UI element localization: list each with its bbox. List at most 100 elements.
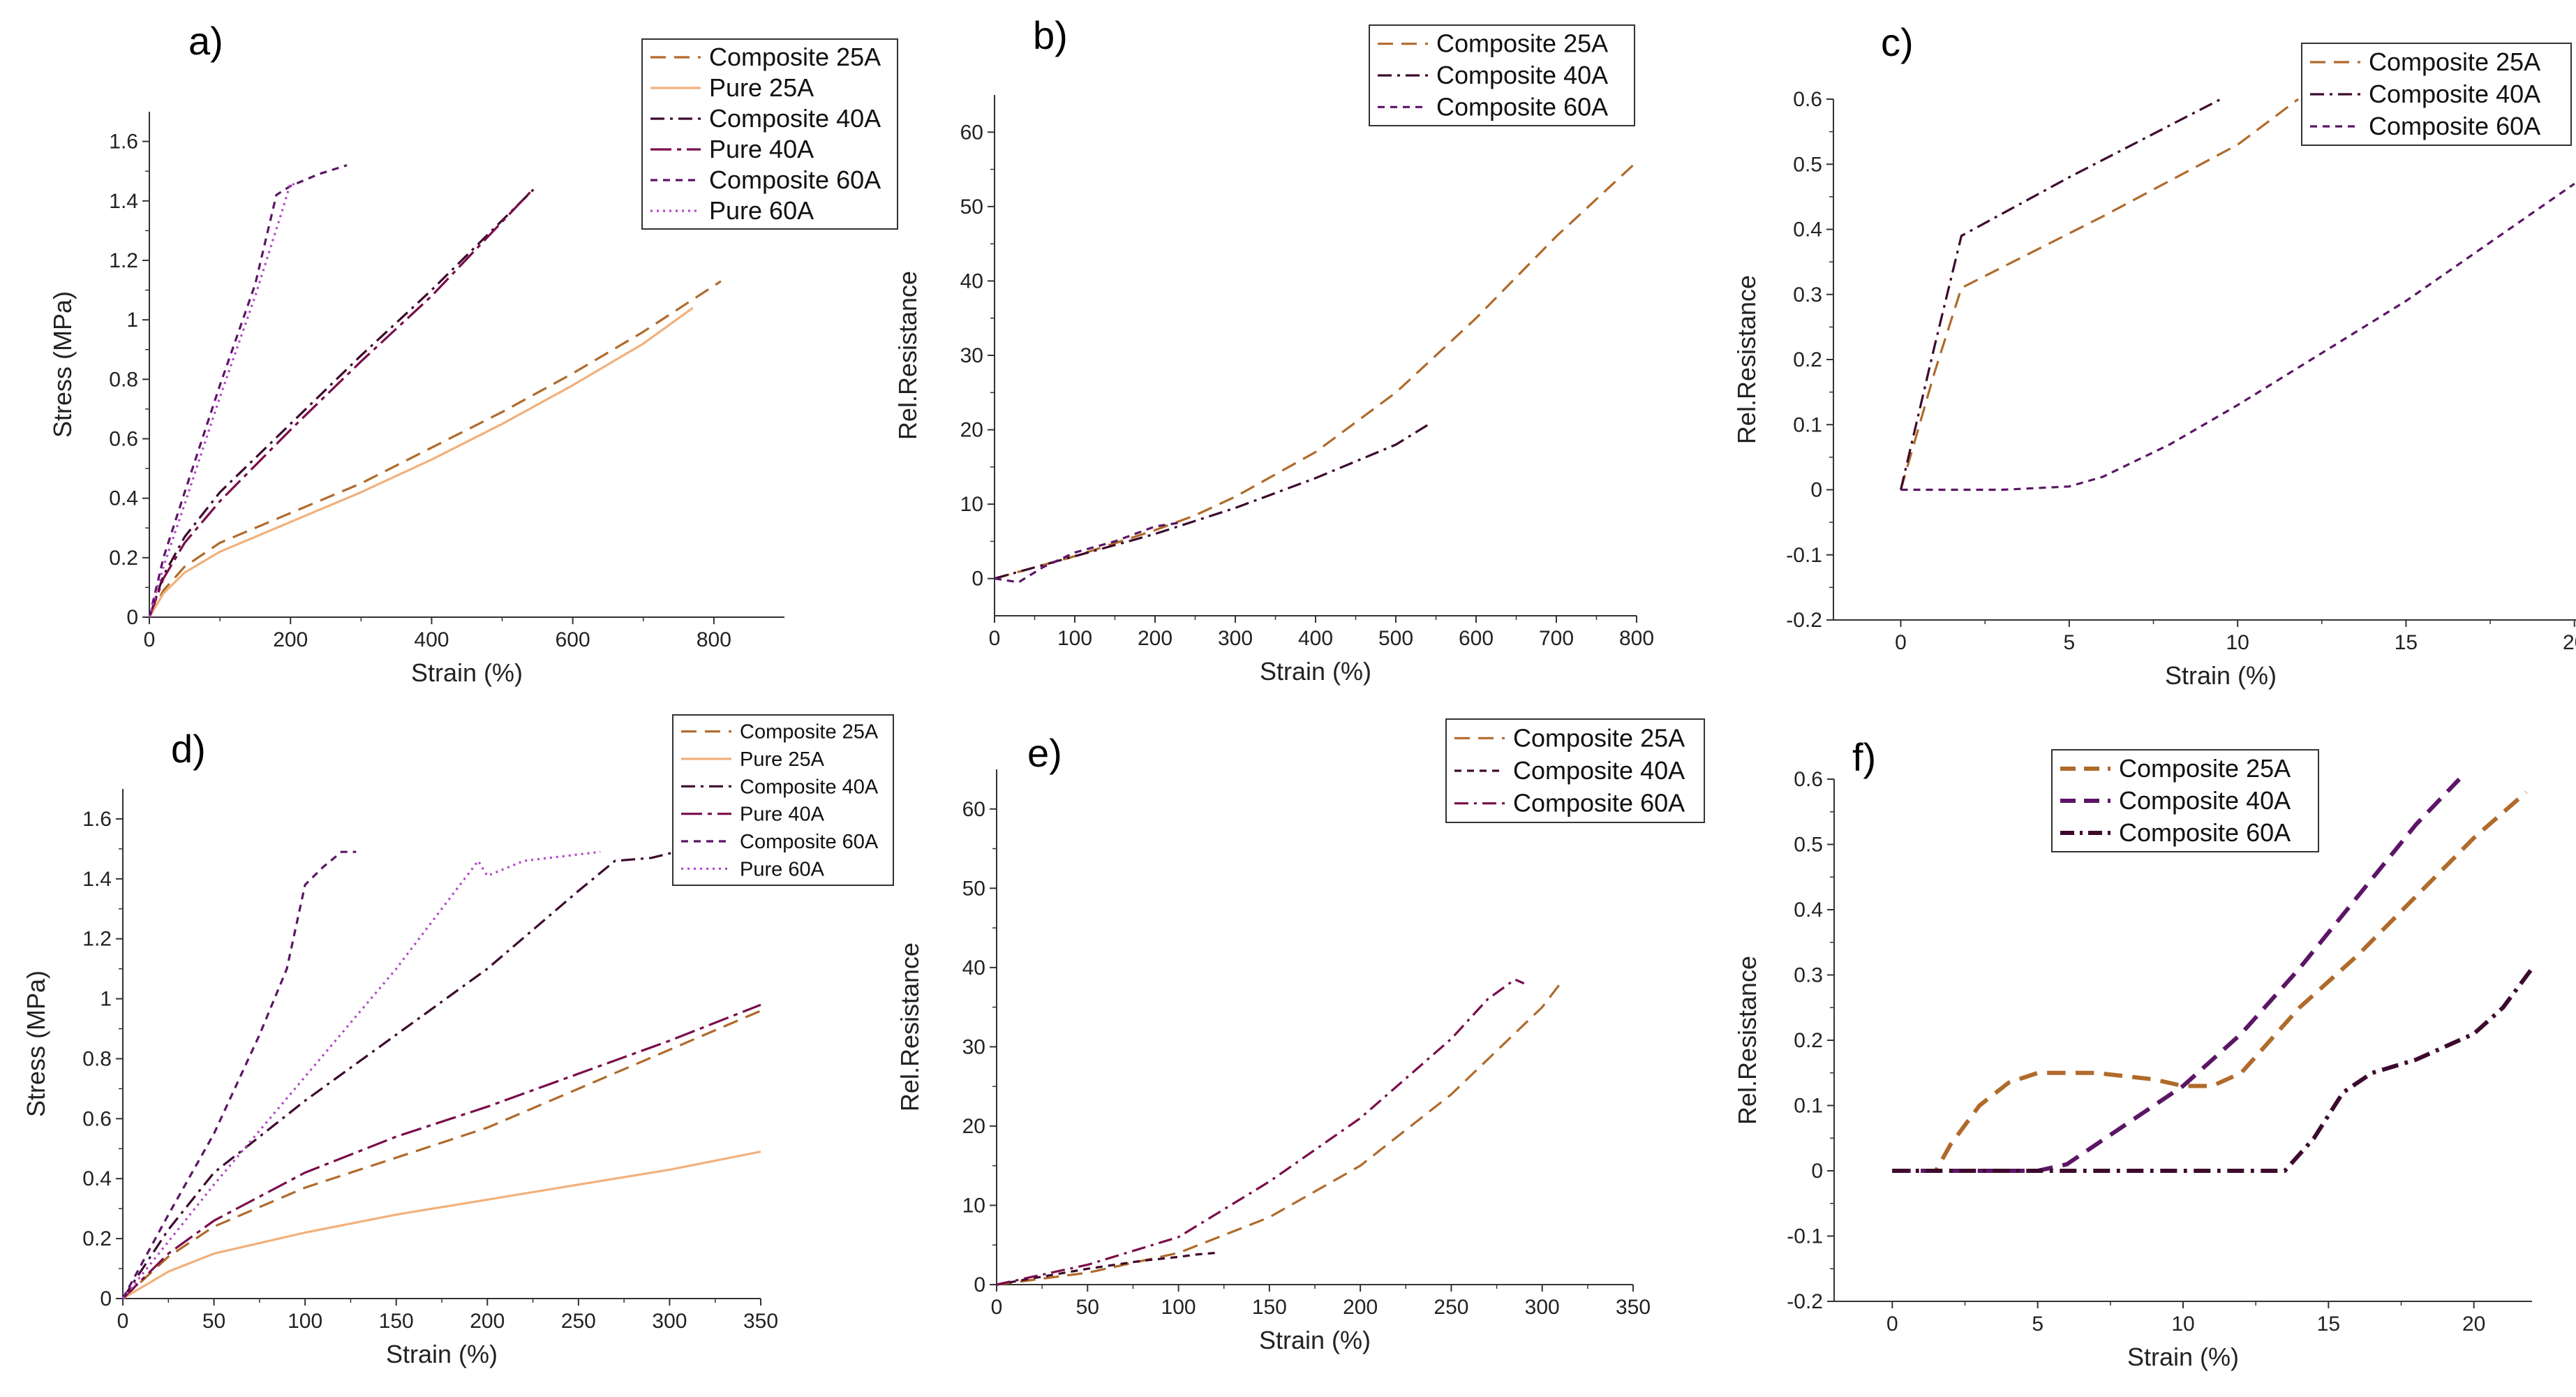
x-tick-label: 100 bbox=[1057, 627, 1092, 650]
y-axis-label: Rel.Resistance bbox=[895, 943, 924, 1111]
x-tick-label: 600 bbox=[556, 628, 590, 651]
y-tick-label: 20 bbox=[960, 419, 983, 442]
axes: 0 5 10 15 20 -0.2 -0.1 0 0.1 0.2 0.3 0.4 0.5 0.6 bbox=[1786, 88, 2576, 654]
y-tick-label: 0.2 bbox=[1794, 1029, 1823, 1052]
legend: Composite 25A Composite 40A Composite 60A bbox=[1369, 24, 1635, 126]
x-axis-label: Strain (%) bbox=[386, 1340, 498, 1368]
y-tick-label: 0 bbox=[1810, 479, 1822, 502]
y-tick-label: 0.8 bbox=[82, 1047, 112, 1070]
y-tick-label: 0.2 bbox=[109, 547, 138, 570]
x-tick-label: 0 bbox=[144, 628, 156, 651]
y-tick-label: 0.2 bbox=[82, 1227, 112, 1250]
series-line-pure-25a bbox=[148, 306, 694, 618]
series-line-composite-60a bbox=[121, 850, 357, 1299]
axes: 0 200 400 600 800 0 0.2 0.4 0.6 0.8 1 1.2 1.4 1.6 bbox=[109, 112, 784, 651]
x-tick-label: 200 bbox=[1343, 1296, 1378, 1319]
x-tick-label: 50 bbox=[202, 1310, 225, 1333]
y-axis-label: Rel.Resistance bbox=[893, 271, 922, 440]
legend-label: Pure 60A bbox=[740, 858, 825, 880]
y-tick-label: 0.6 bbox=[1794, 768, 1823, 791]
x-tick-label: 350 bbox=[1616, 1296, 1651, 1319]
x-tick-label: 150 bbox=[379, 1310, 414, 1333]
panel-label: b) bbox=[1033, 13, 1068, 57]
x-tick-label: 800 bbox=[697, 628, 731, 651]
x-tick-label: 800 bbox=[1619, 627, 1654, 650]
axes: 0 100 200 300 400 500 600 700 800 0 10 20 30 40 50 60 bbox=[960, 95, 1654, 650]
x-tick-label: 20 bbox=[2563, 631, 2576, 654]
series-line-pure-60a bbox=[121, 850, 601, 1299]
y-tick-label: 50 bbox=[960, 195, 983, 219]
x-tick-label: 0 bbox=[117, 1310, 129, 1333]
x-tick-label: 0 bbox=[989, 627, 1001, 650]
y-tick-label: 1 bbox=[100, 988, 112, 1011]
legend-label: Composite 60A bbox=[1436, 92, 1608, 121]
panel-label: c) bbox=[1881, 20, 1914, 64]
series-line-composite-25a bbox=[121, 1010, 761, 1300]
series-line-composite-25a bbox=[994, 161, 1638, 580]
y-tick-label: 0 bbox=[971, 568, 983, 591]
legend-label: Composite 40A bbox=[740, 776, 879, 798]
x-tick-label: 5 bbox=[2032, 1313, 2043, 1336]
series-line-pure-60a bbox=[148, 182, 298, 618]
panel-a: a) 0 200 400 600 800 0 0.2 0.4 0.6 0.8 1 1.2 1.4 1.6 St… bbox=[48, 19, 898, 687]
panel-label: e) bbox=[1027, 731, 1062, 775]
panel-label: a) bbox=[188, 19, 223, 63]
x-tick-label: 200 bbox=[1138, 627, 1172, 650]
legend: Composite 25A Pure 25A Composite 40A Pure 4… bbox=[672, 714, 894, 886]
x-tick-label: 10 bbox=[2226, 631, 2249, 654]
y-tick-label: 0 bbox=[1811, 1160, 1823, 1183]
x-tick-label: 0 bbox=[991, 1296, 1003, 1319]
y-tick-label: -0.2 bbox=[1786, 609, 1822, 632]
panel-b: b) 0 100 200 300 400 500 600 700 800 0 10 20 30 40 50 60… bbox=[893, 13, 1654, 686]
x-tick-label: 200 bbox=[470, 1310, 505, 1333]
legend: Composite 25A Composite 40A Composite 60A bbox=[2051, 749, 2319, 852]
legend-label: Composite 25A bbox=[2369, 47, 2540, 76]
y-tick-label: 10 bbox=[962, 1194, 985, 1217]
y-axis-label: Stress (MPa) bbox=[48, 291, 77, 438]
legend-label: Composite 40A bbox=[709, 104, 881, 133]
legend-label: Pure 25A bbox=[740, 748, 825, 771]
x-tick-label: 5 bbox=[2063, 631, 2075, 654]
legend-box bbox=[641, 38, 898, 230]
legend-label: Composite 60A bbox=[2369, 112, 2540, 140]
x-tick-label: 700 bbox=[1539, 627, 1574, 650]
y-tick-label: 30 bbox=[962, 1035, 985, 1058]
x-axis-label: Strain (%) bbox=[2165, 661, 2277, 690]
series-line-composite-40a bbox=[994, 421, 1433, 580]
y-tick-label: 1.6 bbox=[82, 808, 112, 831]
x-tick-label: 10 bbox=[2171, 1313, 2194, 1336]
legend-label: Composite 25A bbox=[2119, 754, 2291, 783]
y-tick-label: 1.6 bbox=[109, 131, 138, 154]
y-axis-label: Rel.Resistance bbox=[1732, 275, 1761, 444]
legend-label: Composite 60A bbox=[740, 831, 879, 853]
y-tick-label: 50 bbox=[962, 877, 985, 900]
legend-label: Composite 40A bbox=[1436, 61, 1608, 89]
x-axis-label: Strain (%) bbox=[1260, 657, 1371, 686]
x-axis-label: Strain (%) bbox=[411, 658, 523, 687]
x-tick-label: 250 bbox=[561, 1310, 596, 1333]
legend: Composite 25A Composite 40A Composite 60A bbox=[1445, 718, 1705, 823]
series-line-pure-40a bbox=[148, 191, 532, 618]
x-tick-label: 300 bbox=[1525, 1296, 1560, 1319]
x-tick-label: 400 bbox=[414, 628, 449, 651]
y-axis-label: Stress (MPa) bbox=[22, 970, 50, 1117]
x-tick-label: 200 bbox=[273, 628, 308, 651]
y-tick-label: 1.2 bbox=[109, 249, 138, 272]
legend-label: Pure 40A bbox=[709, 135, 814, 163]
x-tick-label: 300 bbox=[652, 1310, 687, 1333]
series-line-composite-60a bbox=[148, 164, 348, 618]
legend-label: Composite 40A bbox=[1513, 756, 1685, 785]
x-tick-label: 15 bbox=[2317, 1313, 2340, 1336]
x-axis-label: Strain (%) bbox=[2127, 1343, 2239, 1371]
y-tick-label: 10 bbox=[960, 493, 983, 516]
x-axis-label: Strain (%) bbox=[1259, 1326, 1371, 1354]
legend-label: Pure 60A bbox=[709, 196, 814, 225]
series-line-composite-60a bbox=[1900, 182, 2575, 491]
x-tick-label: 600 bbox=[1459, 627, 1494, 650]
y-tick-label: 0.5 bbox=[1794, 834, 1823, 857]
legend-label: Pure 40A bbox=[740, 804, 825, 826]
x-tick-label: 500 bbox=[1378, 627, 1413, 650]
y-tick-label: -0.1 bbox=[1787, 1225, 1823, 1248]
x-tick-label: 100 bbox=[1161, 1296, 1196, 1319]
